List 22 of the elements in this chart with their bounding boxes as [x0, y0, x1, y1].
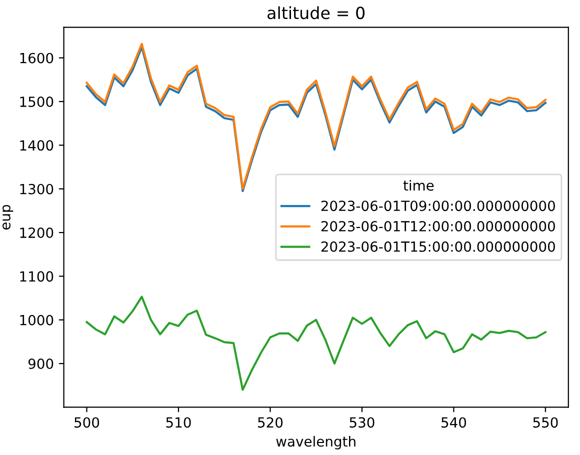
y-tick-label: 1100: [20, 271, 54, 282]
legend-title: time: [403, 180, 434, 191]
y-tick-label: 1600: [20, 52, 54, 64]
x-axis-title: wavelength: [276, 436, 356, 450]
y-axis-title: eup: [2, 204, 14, 230]
x-tick-label: 520: [258, 417, 283, 428]
legend-label: 2023-06-01T15:00:00.000000000: [321, 241, 555, 252]
y-tick-label: 1200: [20, 228, 54, 238]
x-tick-label: 550: [533, 417, 558, 428]
y-tick-label: 1400: [20, 140, 54, 151]
y-tick-label: 1500: [20, 96, 54, 108]
line-series: [86, 296, 547, 391]
chart-title: altitude = 0: [268, 6, 365, 20]
legend-label: 2023-06-01T12:00:00.000000000: [321, 220, 555, 232]
x-tick-label: 540: [442, 417, 466, 428]
y-tick-label: 900: [28, 358, 54, 370]
y-tick-label: 1000: [20, 314, 54, 326]
x-tick-label: 510: [166, 417, 191, 428]
y-tick-label: 1300: [20, 184, 54, 194]
x-tick-label: 500: [74, 417, 100, 428]
x-tick-label: 530: [350, 417, 374, 428]
legend-label: 2023-06-01T09:00:00.000000000: [321, 200, 555, 212]
